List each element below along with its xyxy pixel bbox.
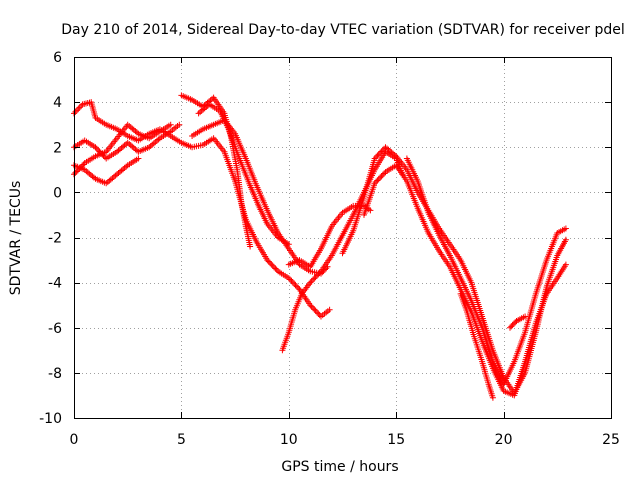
data-point-marker [268,261,275,268]
data-point-marker [264,257,271,264]
y-tick-label: -10 [39,411,62,427]
data-point-marker [285,275,292,282]
series-track-13 [457,290,496,401]
data-point-marker [292,282,299,289]
y-tick-labels: -10 -8 -6 -4 -2 0 2 4 6 [39,50,62,427]
series-track-6 [71,121,174,178]
data-point-marker [92,144,99,151]
x-axis-label: GPS time / hours [281,459,398,475]
data-point-marker [311,306,318,313]
data-points [71,92,569,401]
series-track-2 [71,121,183,162]
y-tick-label: 6 [53,50,62,66]
data-point-marker [509,322,516,328]
series-track-5 [195,101,292,248]
data-point-marker [562,261,569,268]
x-tick-label: 10 [280,432,298,448]
data-point-marker [315,271,322,278]
data-point-marker [378,148,385,155]
data-point-marker [267,259,273,266]
x-tick-label: 25 [602,432,620,448]
data-point-marker [379,147,386,154]
series-track-7 [71,155,142,187]
data-point-marker [373,154,380,161]
data-point-marker [285,241,292,248]
data-point-marker [314,272,320,279]
data-point-marker [377,174,384,181]
data-point-marker [508,323,515,330]
x-tick-label: 20 [495,432,513,448]
data-point-marker [288,277,295,284]
y-tick-label: 4 [53,95,62,111]
data-point-marker [307,302,314,309]
data-point-marker [176,121,183,128]
data-point-marker [310,305,316,311]
data-point-marker [510,320,517,327]
y-tick-label: -8 [48,366,62,382]
data-point-marker [295,285,302,291]
data-point-marker [93,145,100,152]
data-point-marker [312,307,319,314]
y-tick-label: -6 [48,321,62,337]
x-tick-label: 15 [387,432,405,448]
data-point-marker [377,149,384,156]
y-tick-label: 2 [53,140,62,156]
data-point-marker [167,121,174,128]
y-tick-label: -4 [48,276,62,292]
data-point-marker [375,151,382,158]
y-tick-label: 0 [53,185,62,201]
data-point-marker [326,306,333,313]
axis-ticks [74,57,612,419]
data-point-marker [562,236,569,243]
data-point-marker [247,243,254,250]
series-track-11 [361,162,569,399]
data-point-marker [314,309,320,316]
data-point-marker [374,152,381,159]
x-tick-labels: 0 5 10 15 20 25 [70,432,620,448]
x-tick-label: 0 [70,432,79,448]
data-point-marker [562,225,569,232]
data-point-marker [367,207,374,214]
data-point-marker [293,283,300,290]
data-point-marker [273,266,280,273]
data-point-marker [375,176,382,183]
data-point-marker [381,170,388,177]
data-point-marker [371,155,378,162]
data-point-marker [310,276,316,283]
data-point-marker [374,177,381,184]
data-point-marker [72,169,79,176]
data-point-marker [308,303,315,310]
data-point-marker [312,274,319,280]
data-point-marker [311,275,318,282]
y-axis-label: SDTVAR / TECUs [8,181,24,296]
data-point-marker [489,394,496,401]
data-point-marker [507,324,513,331]
chart-title: Day 210 of 2014, Sidereal Day-to-day VTE… [61,22,625,38]
data-point-marker [265,258,272,265]
data-point-marker [272,265,279,272]
data-point-marker [291,280,298,287]
data-point-marker [371,180,378,187]
data-point-marker [271,264,277,271]
y-tick-label: -2 [48,231,62,247]
data-point-marker [307,279,314,286]
data-point-marker [308,278,315,285]
data-point-marker [373,178,380,185]
data-point-marker [135,155,142,162]
data-point-marker [378,173,385,180]
data-point-marker [522,313,529,320]
data-point-marker [269,262,276,269]
data-point-marker [379,171,386,178]
data-point-marker [287,276,294,283]
series-track-14 [507,313,529,331]
x-tick-label: 5 [177,432,186,448]
series-track-12 [403,155,569,388]
data-point-marker [95,147,102,154]
